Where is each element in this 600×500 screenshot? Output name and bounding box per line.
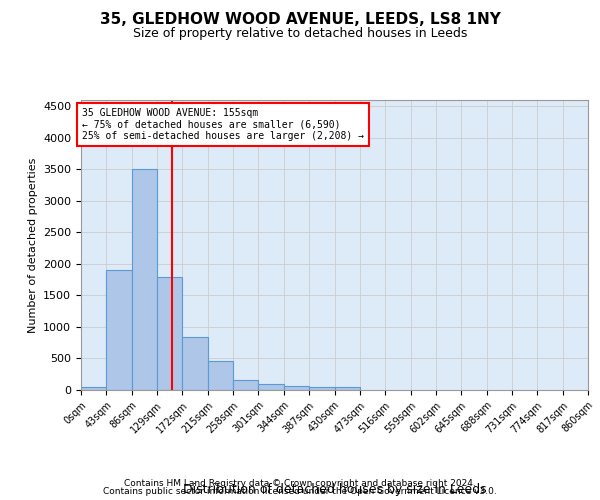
Bar bbox=[106, 270, 132, 390]
Bar bbox=[81, 387, 106, 390]
Text: Contains public sector information licensed under the Open Government Licence v3: Contains public sector information licen… bbox=[103, 487, 497, 496]
Text: 35, GLEDHOW WOOD AVENUE, LEEDS, LS8 1NY: 35, GLEDHOW WOOD AVENUE, LEEDS, LS8 1NY bbox=[100, 12, 500, 28]
Bar bbox=[157, 277, 182, 390]
Y-axis label: Number of detached properties: Number of detached properties bbox=[28, 158, 38, 332]
Bar bbox=[259, 384, 284, 390]
Bar bbox=[335, 388, 360, 390]
Text: 35 GLEDHOW WOOD AVENUE: 155sqm
← 75% of detached houses are smaller (6,590)
25% : 35 GLEDHOW WOOD AVENUE: 155sqm ← 75% of … bbox=[82, 108, 364, 141]
Bar bbox=[309, 386, 335, 390]
Bar bbox=[284, 386, 309, 390]
Text: Contains HM Land Registry data © Crown copyright and database right 2024.: Contains HM Land Registry data © Crown c… bbox=[124, 478, 476, 488]
Bar bbox=[233, 380, 259, 390]
X-axis label: Distribution of detached houses by size in Leeds: Distribution of detached houses by size … bbox=[182, 483, 487, 496]
Bar bbox=[208, 361, 233, 390]
Bar bbox=[132, 170, 157, 390]
Text: Size of property relative to detached houses in Leeds: Size of property relative to detached ho… bbox=[133, 28, 467, 40]
Bar bbox=[182, 337, 208, 390]
